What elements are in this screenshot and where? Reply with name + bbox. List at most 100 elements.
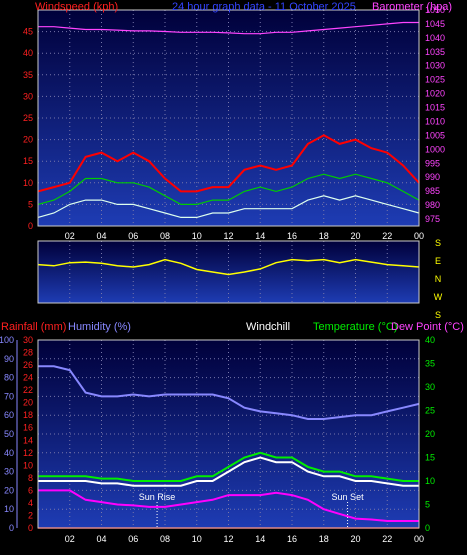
x-tick-label: 14	[255, 534, 265, 544]
direction-panel-background	[38, 241, 419, 303]
left-tick-label: 15	[23, 156, 33, 166]
humidity-tick-label: 80	[4, 373, 14, 383]
sun-marker-label: Sun Set	[332, 492, 365, 502]
x-tick-label: 16	[287, 231, 297, 241]
right-tick-label: 1030	[425, 61, 445, 71]
wind-panel-grid	[38, 10, 420, 227]
humidity-tick-label: 70	[4, 391, 14, 401]
left-tick-label: 0	[28, 221, 33, 231]
rain-tick-label: 18	[23, 410, 33, 420]
right-tick-label: 1005	[425, 130, 445, 140]
humidity-axis-label: Humidity (%)	[68, 321, 131, 333]
windspeed-line	[37, 134, 420, 193]
rain-tick-label: 10	[23, 460, 33, 470]
temperature-line	[38, 451, 419, 482]
left-tick-label: 25	[23, 113, 33, 123]
right-tick-label: 980	[425, 200, 440, 210]
humidity-tick-label: 60	[4, 410, 14, 420]
direction-label: W	[434, 292, 443, 302]
temp-tick-label: 25	[425, 406, 435, 416]
x-tick-label: 06	[128, 534, 138, 544]
rain-tick-label: 16	[23, 423, 33, 433]
right-tick-label: 1000	[425, 144, 445, 154]
temperature-x-axis: 02 04 06 08 10 12 14 16 18 20 22 00	[65, 534, 424, 544]
right-tick-label: 1040	[425, 33, 445, 43]
barometer-line	[38, 21, 419, 35]
right-tick-label: 1025	[425, 75, 445, 85]
left-tick-label: 10	[23, 178, 33, 188]
left-tick-label: 35	[23, 70, 33, 80]
sun-marker-label: Sun Rise	[139, 492, 176, 502]
temp-tick-label: 40	[425, 335, 435, 345]
humidity-tick-label: 50	[4, 429, 14, 439]
humidity-tick-label: 20	[4, 485, 14, 495]
right-tick-label: 1035	[425, 47, 445, 57]
x-tick-label: 18	[319, 534, 329, 544]
right-tick-label: 975	[425, 214, 440, 224]
left-tick-label: 40	[23, 48, 33, 58]
rain-tick-label: 2	[28, 510, 33, 520]
right-tick-label: 990	[425, 172, 440, 182]
x-tick-label: 00	[414, 534, 424, 544]
temperature-axis-label: Temperature (°C)	[313, 321, 397, 333]
temp-tick-label: 5	[425, 500, 430, 510]
rain-tick-label: 12	[23, 448, 33, 458]
right-tick-label: 985	[425, 186, 440, 196]
dewpoint-line	[38, 489, 419, 522]
right-tick-label: 1050	[425, 5, 445, 15]
temp-tick-label: 15	[425, 453, 435, 463]
windspeed-line	[37, 173, 420, 205]
humidity-tick-label: 100	[0, 335, 14, 345]
direction-panel-frame	[37, 240, 420, 304]
wind-x-axis: 02 04 06 08 10 12 14 16 18 20 22 00	[65, 231, 424, 241]
humidity-tick-label: 40	[4, 448, 14, 458]
left-tick-label: 20	[23, 135, 33, 145]
humidity-line	[38, 365, 420, 420]
humidity-tick-label: 90	[4, 354, 14, 364]
rain-tick-label: 0	[28, 523, 33, 533]
x-tick-label: 22	[382, 534, 392, 544]
right-tick-label: 1020	[425, 89, 445, 99]
rainfall-axis-label: Rainfall (mm)	[1, 321, 66, 333]
wind-panel-frame	[37, 9, 420, 227]
direction-label: E	[435, 256, 441, 266]
rain-tick-label: 14	[23, 435, 33, 445]
humidity-tick-label: 30	[4, 467, 14, 477]
humidity-axis: 0 10 20 30 40 50 60 70 80 90 100	[0, 335, 18, 533]
x-tick-label: 04	[96, 231, 106, 241]
humidity-tick-label: 10	[4, 504, 14, 514]
x-tick-label: 20	[350, 231, 360, 241]
direction-label: N	[435, 274, 442, 284]
left-tick-label: 45	[23, 27, 33, 37]
rain-tick-label: 8	[28, 473, 33, 483]
x-tick-label: 20	[350, 534, 360, 544]
rain-tick-label: 4	[28, 498, 33, 508]
temp-tick-label: 10	[425, 476, 435, 486]
windchill-line	[38, 456, 419, 487]
windspeed-line	[37, 195, 420, 218]
rain-tick-label: 20	[23, 398, 33, 408]
wind-direction-line	[37, 258, 420, 276]
sun-markers: Sun Rise Sun Set	[139, 492, 364, 528]
humidity-tick-label: 0	[9, 523, 14, 533]
x-tick-label: 22	[382, 231, 392, 241]
barometer-right-axis: 975 980 985 990 995 1000 1005 1010 1015 1020 1025 1…	[425, 5, 445, 224]
chart-title: 24 hour graph data - 11 October 2025	[172, 1, 356, 13]
rain-tick-label: 30	[23, 335, 33, 345]
temperature-axis: 0 5 10 15 20 25 30 35 40	[425, 335, 435, 533]
temp-tick-label: 30	[425, 382, 435, 392]
rain-tick-label: 22	[23, 385, 33, 395]
rain-tick-label: 24	[23, 373, 33, 383]
right-tick-label: 1010	[425, 116, 445, 126]
x-tick-label: 04	[96, 534, 106, 544]
direction-label: S	[435, 310, 441, 320]
rain-tick-label: 26	[23, 360, 33, 370]
right-tick-label: 1045	[425, 19, 445, 29]
x-tick-label: 10	[192, 534, 202, 544]
direction-label: S	[435, 238, 441, 248]
temperature-panel-frame	[37, 339, 420, 529]
right-tick-label: 1015	[425, 103, 445, 113]
windchill-label: Windchill	[246, 321, 290, 333]
